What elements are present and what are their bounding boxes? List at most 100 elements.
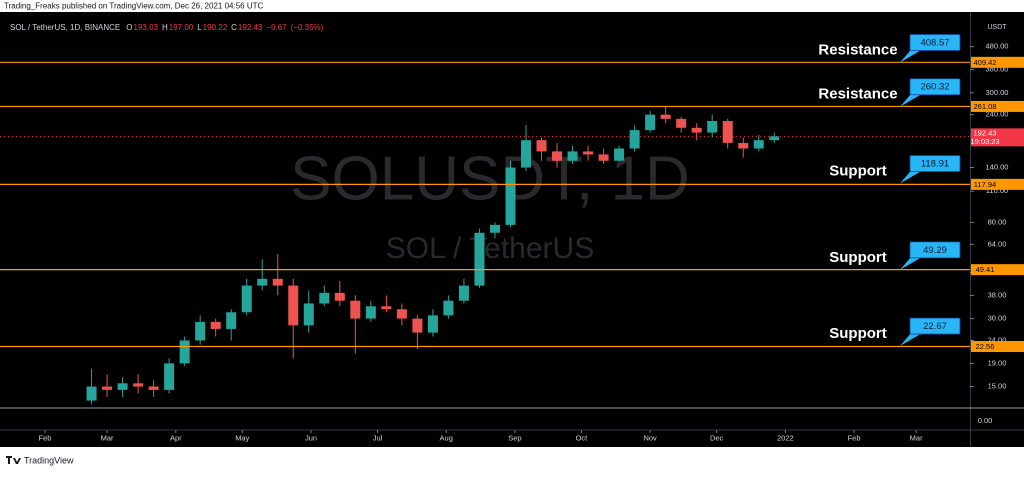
candle-body bbox=[210, 321, 221, 329]
footer-brand: TradingView bbox=[24, 455, 74, 465]
candle-body bbox=[102, 386, 113, 390]
callout-box bbox=[909, 155, 961, 172]
candle-body bbox=[412, 318, 423, 333]
currency-label: USDT bbox=[987, 24, 1007, 31]
legend-item: H bbox=[162, 23, 168, 32]
annotation-text: Support bbox=[829, 163, 887, 180]
lower-pane-tick-label: 0.00 bbox=[978, 416, 993, 425]
candle-body bbox=[474, 232, 485, 286]
legend-item: 192.43 bbox=[238, 23, 263, 32]
callout-box bbox=[909, 241, 961, 259]
y-tick-label: 19.00 bbox=[988, 358, 1007, 367]
annotation-text: Resistance bbox=[818, 41, 897, 58]
candle-body bbox=[117, 383, 128, 390]
candle-body bbox=[707, 121, 718, 133]
candle-body bbox=[195, 321, 206, 341]
y-tick-label: 140.00 bbox=[986, 163, 1009, 172]
candle-body bbox=[598, 154, 609, 161]
callout-label: 118.91 bbox=[921, 159, 949, 170]
x-tick-label: Mar bbox=[101, 433, 114, 442]
candle-body bbox=[86, 386, 97, 401]
candle-body bbox=[350, 300, 361, 319]
callout-pointer bbox=[900, 92, 924, 107]
candle-body bbox=[722, 121, 733, 143]
callout-label: 408.57 bbox=[920, 38, 949, 49]
x-tick-label: May bbox=[235, 433, 249, 442]
candle-body bbox=[443, 300, 454, 316]
y-tick-label: 380.00 bbox=[986, 65, 1009, 74]
candle-body bbox=[691, 127, 702, 133]
x-tick-label: Oct bbox=[576, 433, 589, 442]
candle-body bbox=[381, 306, 392, 310]
candle-body bbox=[521, 140, 532, 168]
tv-logo bbox=[6, 456, 21, 464]
x-tick-label: Feb bbox=[39, 433, 52, 442]
annotation-text: Support bbox=[829, 325, 887, 342]
level-tag bbox=[971, 178, 1024, 190]
level-tag-label: 261.08 bbox=[974, 102, 997, 111]
candle-body bbox=[133, 383, 144, 387]
candle-body bbox=[536, 140, 547, 152]
watermark-sub: SOL / TetherUS bbox=[386, 232, 594, 265]
y-tick-label: 24.00 bbox=[988, 335, 1007, 344]
callout-label: 22.67 bbox=[923, 321, 947, 332]
candle-body bbox=[226, 312, 237, 329]
y-tick-label: 480.00 bbox=[986, 42, 1009, 51]
candle-body bbox=[738, 142, 749, 149]
footer-bar bbox=[0, 447, 1024, 472]
publisher-bar bbox=[0, 0, 1024, 12]
symbol-title: SOL / TetherUS, 1D, BINANCE bbox=[10, 23, 120, 32]
candle-body bbox=[753, 140, 764, 149]
level-tag bbox=[971, 56, 1024, 68]
callout-label: 260.32 bbox=[920, 82, 949, 93]
candle-body bbox=[583, 151, 594, 155]
candle-body bbox=[303, 303, 314, 326]
candle-body bbox=[458, 285, 469, 301]
candle-body bbox=[645, 114, 656, 131]
candle-body bbox=[660, 114, 671, 119]
candle-body bbox=[427, 315, 438, 333]
callout-box bbox=[909, 34, 961, 51]
legend-item: 193.03 bbox=[134, 23, 159, 32]
x-tick-label: Dec bbox=[710, 433, 724, 442]
y-tick-label: 240.00 bbox=[986, 110, 1009, 119]
level-tag bbox=[971, 100, 1024, 112]
y-tick-label: 15.00 bbox=[988, 382, 1007, 391]
callout-label: 49.29 bbox=[923, 245, 947, 256]
candle-body bbox=[614, 148, 625, 161]
level-tag bbox=[971, 264, 1024, 276]
x-tick-label: Sep bbox=[508, 433, 521, 442]
y-tick-label: 300.00 bbox=[986, 88, 1009, 97]
candle-body bbox=[505, 167, 516, 225]
callout-pointer bbox=[900, 48, 924, 63]
legend-item: 190.22 bbox=[203, 23, 228, 32]
level-tag-label: 117.94 bbox=[974, 180, 996, 189]
candle-body bbox=[489, 224, 500, 233]
last-price-label: 192.43 bbox=[974, 128, 997, 137]
candle-body bbox=[164, 363, 175, 390]
legend: SOL / TetherUS, 1D, BINANCE O 193.03 H 197.… bbox=[10, 23, 324, 32]
level-tag-label: 409.42 bbox=[974, 58, 997, 67]
candle-body bbox=[769, 136, 780, 141]
candle-body bbox=[676, 118, 687, 128]
x-tick-label: Nov bbox=[643, 433, 657, 442]
x-tick-label: Mar bbox=[910, 433, 923, 442]
level-tag bbox=[971, 341, 1024, 353]
watermark: SOLUSDT, 1D bbox=[290, 144, 690, 213]
countdown-label: 19:03:23 bbox=[970, 137, 999, 146]
y-tick-label: 80.00 bbox=[988, 217, 1007, 226]
annotation-text: Resistance bbox=[818, 86, 897, 103]
callout-pointer bbox=[900, 332, 924, 347]
candle-body bbox=[629, 130, 640, 149]
legend-item: O bbox=[126, 23, 132, 32]
legend-item: L bbox=[197, 23, 202, 32]
candle-body bbox=[396, 309, 407, 319]
x-tick-label: Apr bbox=[170, 433, 182, 442]
candle-body bbox=[567, 151, 578, 161]
x-tick-label: Jun bbox=[305, 433, 317, 442]
callout-box bbox=[909, 78, 961, 96]
candle-body bbox=[241, 285, 252, 313]
x-tick-label: Aug bbox=[440, 433, 453, 442]
